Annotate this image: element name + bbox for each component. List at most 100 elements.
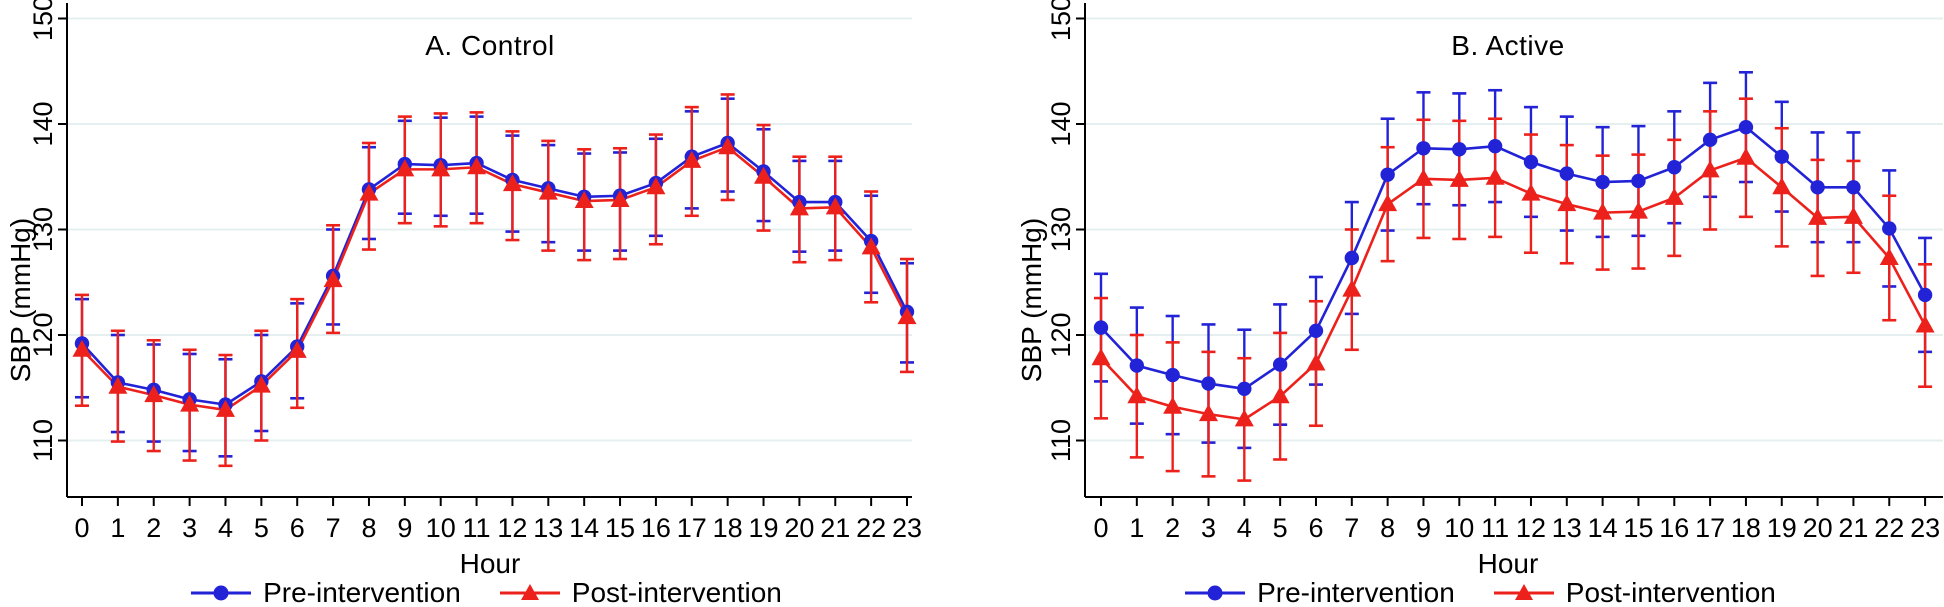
x-tick-label: 4: [1237, 513, 1252, 543]
data-point: [1772, 177, 1792, 195]
data-point: [682, 150, 702, 168]
data-point: [1416, 141, 1431, 156]
pre-intervention-line: [81, 141, 909, 406]
legend-item-post-intervention: Post-intervention: [1493, 577, 1776, 607]
data-point: [1843, 206, 1863, 224]
data-point: [1808, 207, 1828, 225]
triangle-marker-icon: [1514, 584, 1533, 600]
data-point: [72, 339, 92, 357]
x-tick-label: 8: [1380, 513, 1395, 543]
data-point: [1344, 250, 1360, 266]
data-point: [1198, 404, 1218, 422]
x-tick-label: 19: [749, 513, 779, 543]
panel-b-y-axis-title: SBP (mmHg): [1016, 217, 1047, 383]
x-tick-label: 11: [1481, 513, 1509, 543]
x-tick-label: 3: [1201, 513, 1216, 543]
data-point: [1595, 174, 1610, 190]
x-tick-label: 5: [254, 513, 269, 543]
x-tick-label: 23: [892, 513, 922, 543]
x-tick-label: 22: [1874, 513, 1904, 543]
data-point: [1846, 180, 1861, 195]
data-point: [1272, 357, 1288, 372]
pre-intervention-line-marker-icon: [191, 585, 252, 601]
data-point: [467, 157, 487, 175]
x-axis-ticks: 0 1 2 3 4 5 6 7 8 9 10 11 12 13 14 15 16 17 18 19 20 21 22 23: [74, 497, 922, 543]
x-tick-label: 0: [1093, 513, 1108, 543]
data-point: [1449, 169, 1469, 187]
data-point: [1631, 173, 1646, 189]
data-point: [1093, 320, 1109, 335]
x-tick-label: 12: [497, 513, 527, 543]
x-tick-label: 0: [74, 513, 89, 543]
panel-a-y-axis-title: SBP (mmHg): [5, 217, 36, 383]
data-point: [1308, 323, 1324, 338]
x-axis-ticks: 0 1 2 3 4 5 6 7 8 9 10 11 12 13 14 15 16 17 18 19 20 21 22 23: [1093, 497, 1940, 543]
y-tick-label: 120: [28, 312, 58, 357]
data-point: [646, 177, 666, 195]
data-point: [1306, 353, 1326, 371]
pre-intervention-error-bars: [75, 97, 915, 458]
data-point: [1879, 247, 1899, 265]
x-tick-label: 17: [677, 513, 707, 543]
legend-item-pre-intervention: Pre-intervention: [1184, 577, 1455, 607]
y-tick-label: 110: [28, 419, 58, 462]
x-tick-label: 15: [605, 513, 635, 543]
data-point: [502, 174, 522, 192]
x-tick-label: 18: [713, 513, 743, 543]
data-point: [251, 375, 271, 393]
data-point: [1917, 287, 1933, 303]
data-point: [1559, 166, 1574, 181]
data-point: [1736, 147, 1756, 165]
circle-marker-icon: [213, 585, 229, 601]
x-tick-label: 2: [1165, 513, 1180, 543]
y-axis-ticks: 110 120 130 140 150: [1046, 0, 1085, 462]
post-intervention-line-marker-icon: [499, 584, 560, 600]
y-tick-label: 130: [1046, 207, 1076, 252]
data-point: [1452, 142, 1467, 157]
data-point: [215, 399, 235, 417]
gridlines: [67, 17, 912, 442]
x-tick-label: 12: [1516, 513, 1546, 543]
y-tick-label: 140: [28, 101, 58, 146]
triangle-marker-icon: [520, 584, 539, 600]
x-tick-label: 16: [641, 513, 671, 543]
data-point: [287, 340, 307, 358]
data-point: [1237, 381, 1252, 397]
x-tick-label: 3: [182, 513, 197, 543]
x-tick-label: 10: [426, 513, 456, 543]
x-tick-label: 20: [1803, 513, 1833, 543]
x-tick-label: 8: [361, 513, 376, 543]
post-intervention-error-bars: [75, 93, 915, 468]
y-axis-ticks: 110 120 130 140 150: [28, 0, 67, 462]
data-point: [1738, 119, 1754, 135]
panel-b-title: B. Active: [1451, 30, 1565, 61]
x-tick-label: 15: [1623, 513, 1653, 543]
x-tick-label: 9: [397, 513, 412, 543]
data-point: [180, 394, 200, 412]
panel-a-x-axis-title: Hour: [459, 548, 521, 579]
y-tick-label: 150: [28, 0, 58, 41]
x-tick-label: 22: [856, 513, 886, 543]
panel-a-title: A. Control: [425, 30, 555, 61]
x-tick-label: 2: [146, 513, 161, 543]
data-point: [1593, 202, 1613, 220]
data-point: [718, 137, 738, 155]
pre-intervention-line: [1100, 125, 1927, 391]
data-point: [1521, 183, 1541, 201]
y-tick-label: 150: [1046, 0, 1076, 41]
data-point: [789, 198, 809, 216]
data-point: [1129, 358, 1145, 373]
data-point: [1523, 154, 1539, 170]
x-tick-label: 11: [463, 513, 491, 543]
post-intervention-markers: [1091, 147, 1935, 427]
x-tick-label: 18: [1731, 513, 1761, 543]
data-point: [538, 182, 558, 200]
data-point: [1342, 279, 1362, 297]
axes: [1084, 3, 1943, 498]
y-tick-label: 110: [1046, 419, 1076, 462]
legend-item-pre-intervention: Pre-intervention: [190, 577, 461, 607]
pre-intervention-error-bars: [1094, 71, 1933, 450]
